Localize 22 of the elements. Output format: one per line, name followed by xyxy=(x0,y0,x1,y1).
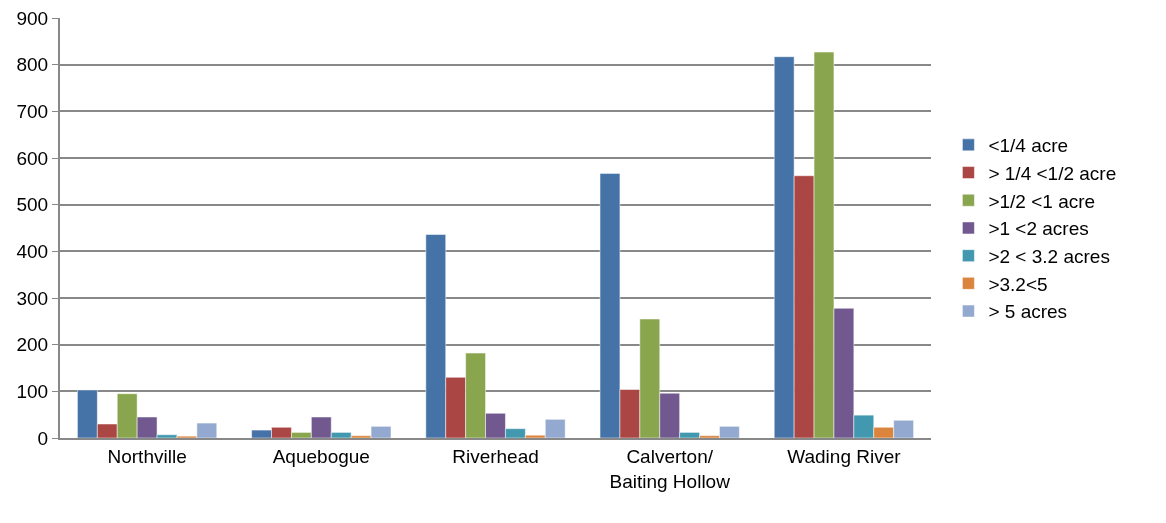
y-tick-label: 200 xyxy=(16,334,49,356)
y-tick-label: 300 xyxy=(16,287,49,309)
y-tick-label: 600 xyxy=(16,147,49,169)
legend-label: >1/2 <1 acre xyxy=(988,190,1096,212)
legend-label: >1 <2 acres xyxy=(988,218,1089,240)
y-tick-label: 400 xyxy=(16,240,49,262)
legend-label: > 1/4 <1/2 acre xyxy=(988,162,1117,184)
x-tick-label: Northville xyxy=(107,445,187,467)
y-tick-label: 500 xyxy=(16,194,49,216)
legend-label: > 5 acres xyxy=(988,301,1068,323)
y-tick-label: 700 xyxy=(16,100,49,122)
x-tick-label: Calverton/ Baiting Hollow xyxy=(609,445,731,492)
legend-label: >3.2<5 xyxy=(988,273,1048,295)
y-tick-label: 0 xyxy=(37,427,49,449)
legend-label: <1/4 acre xyxy=(988,135,1069,157)
y-tick-label: 800 xyxy=(16,54,49,76)
x-tick-label: Aquebogue xyxy=(272,445,370,467)
y-tick-label: 900 xyxy=(16,7,49,29)
x-tick-label: Wading River xyxy=(787,445,902,467)
legend-label: >2 < 3.2 acres xyxy=(988,246,1110,268)
y-tick-label: 100 xyxy=(16,380,49,402)
x-tick-label: Riverhead xyxy=(452,445,539,467)
